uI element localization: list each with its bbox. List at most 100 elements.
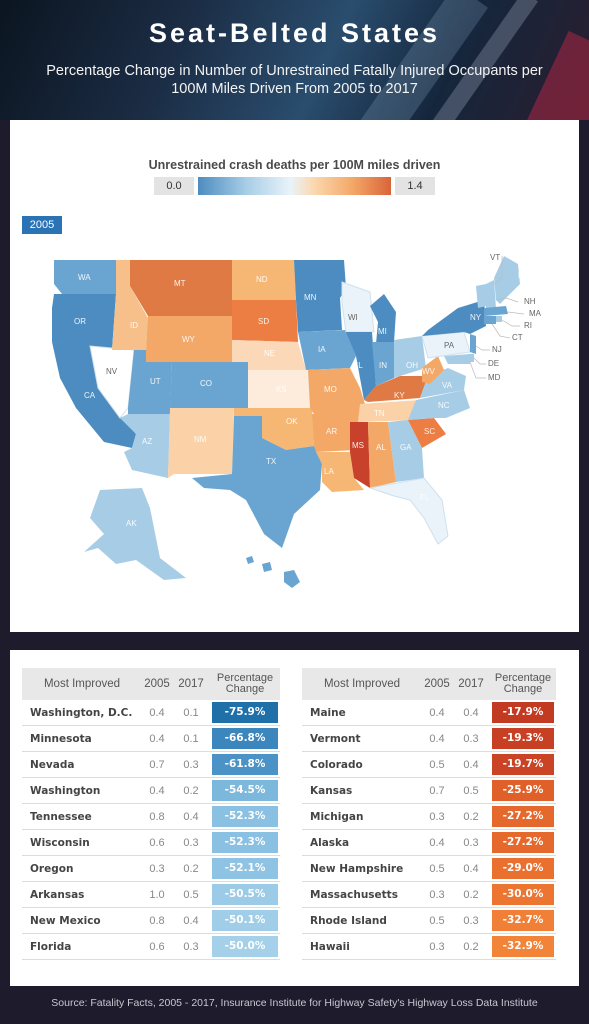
- row-2005-value: 0.6: [142, 933, 172, 960]
- row-2005-value: 0.8: [142, 803, 172, 830]
- label-ia: IA: [318, 345, 326, 354]
- percentage-badge: -54.5%: [212, 780, 278, 801]
- state-tx: [192, 416, 322, 548]
- table-row: Michigan 0.3 0.2 -27.2%: [302, 803, 556, 830]
- row-2005-value: 0.7: [142, 751, 172, 778]
- row-2017-value: 0.2: [172, 777, 210, 804]
- row-percentage-cell: -61.8%: [210, 751, 280, 778]
- row-2005-value: 1.0: [142, 881, 172, 908]
- row-2005-value: 0.3: [422, 803, 452, 830]
- row-state-name: Minnesota: [22, 725, 142, 752]
- callout-line: [501, 319, 520, 327]
- state-wv: [422, 356, 444, 384]
- row-percentage-cell: -52.3%: [210, 829, 280, 856]
- row-2017-value: 0.2: [452, 933, 490, 960]
- row-2005-value: 0.3: [422, 881, 452, 908]
- table-row: New Hampshire 0.5 0.4 -29.0%: [302, 855, 556, 882]
- table-row: Washington, D.C. 0.4 0.1 -75.9%: [22, 700, 280, 726]
- state-ok: [234, 408, 314, 450]
- row-percentage-cell: -54.5%: [210, 777, 280, 804]
- row-state-name: Nevada: [22, 751, 142, 778]
- state-il: [346, 332, 376, 400]
- row-2017-value: 0.4: [452, 751, 490, 778]
- row-2005-value: 0.8: [142, 907, 172, 934]
- row-percentage-cell: -50.5%: [210, 881, 280, 908]
- state-nh: [486, 280, 496, 308]
- row-2005-value: 0.4: [422, 700, 452, 726]
- row-percentage-cell: -52.1%: [210, 855, 280, 882]
- label-oh: OH: [406, 361, 418, 370]
- label-ky: KY: [394, 391, 405, 400]
- state-mn: [294, 260, 346, 332]
- callout-line: [495, 297, 519, 303]
- label-nd: ND: [256, 275, 268, 284]
- row-2017-value: 0.4: [172, 907, 210, 934]
- percentage-badge: -52.3%: [212, 832, 278, 853]
- row-percentage-cell: -27.2%: [490, 803, 556, 830]
- state-ut: [128, 350, 172, 414]
- state-mo: [306, 368, 368, 414]
- label-ks: KS: [276, 385, 287, 394]
- label-ri: RI: [524, 321, 532, 330]
- label-fl: FL: [420, 493, 430, 502]
- row-2017-value: 0.2: [172, 855, 210, 882]
- table-row: Colorado 0.5 0.4 -19.7%: [302, 751, 556, 778]
- state-al: [368, 422, 396, 488]
- label-de: DE: [488, 359, 499, 368]
- col-header-2017: 2017: [452, 668, 490, 700]
- label-ok: OK: [286, 417, 298, 426]
- state-co: [170, 362, 248, 408]
- state-hi-2: [262, 562, 272, 572]
- label-wv: WV: [422, 367, 436, 376]
- col-header-name: Most Improved: [302, 668, 422, 700]
- row-percentage-cell: -19.7%: [490, 751, 556, 778]
- label-vt: VT: [490, 253, 500, 262]
- row-2017-value: 0.3: [452, 829, 490, 856]
- label-nh: NH: [524, 297, 536, 306]
- row-percentage-cell: -17.9%: [490, 700, 556, 726]
- label-ar: AR: [326, 427, 337, 436]
- row-2017-value: 0.3: [172, 829, 210, 856]
- state-ma: [484, 306, 508, 316]
- state-ri: [496, 316, 502, 322]
- label-pa: PA: [444, 341, 455, 350]
- label-nm: NM: [194, 435, 207, 444]
- row-2005-value: 0.7: [422, 777, 452, 804]
- row-percentage-cell: -27.2%: [490, 829, 556, 856]
- state-nm: [168, 408, 234, 478]
- row-2017-value: 0.4: [172, 803, 210, 830]
- state-mt: [130, 260, 232, 316]
- row-2017-value: 0.5: [452, 777, 490, 804]
- row-percentage-cell: -66.8%: [210, 725, 280, 752]
- label-in: IN: [379, 361, 387, 370]
- table-row: Maine 0.4 0.4 -17.9%: [302, 700, 556, 726]
- callout-line: [493, 256, 503, 285]
- label-mi: MI: [378, 327, 387, 336]
- table-row: Washington 0.4 0.2 -54.5%: [22, 777, 280, 804]
- percentage-badge: -52.1%: [212, 858, 278, 879]
- state-nd: [232, 260, 296, 300]
- state-mi: [370, 294, 396, 344]
- row-state-name: Rhode Island: [302, 907, 422, 934]
- row-2017-value: 0.3: [172, 933, 210, 960]
- state-ia: [298, 330, 356, 370]
- legend-color-scale: [198, 177, 391, 195]
- label-il: IL: [356, 361, 363, 370]
- label-ut: UT: [150, 377, 161, 386]
- callout-line: [491, 323, 511, 339]
- row-state-name: Massachusetts: [302, 881, 422, 908]
- label-wy: WY: [182, 335, 196, 344]
- label-or: OR: [74, 317, 86, 326]
- row-2017-value: 0.3: [452, 907, 490, 934]
- us-map: WA OR CA NV ID MT WY UT CO AZ NM ND SD N…: [52, 253, 542, 588]
- state-fl: [369, 477, 449, 545]
- col-header-pct: Percentage Change: [490, 668, 556, 700]
- row-2017-value: 0.1: [172, 700, 210, 726]
- row-percentage-cell: -29.0%: [490, 855, 556, 882]
- label-ma: MA: [529, 309, 542, 318]
- label-ca: CA: [84, 391, 96, 400]
- legend-min-label: 0.0: [154, 177, 194, 195]
- row-state-name: Hawaii: [302, 933, 422, 960]
- year-badge[interactable]: 2005: [22, 216, 62, 234]
- row-state-name: Arkansas: [22, 881, 142, 908]
